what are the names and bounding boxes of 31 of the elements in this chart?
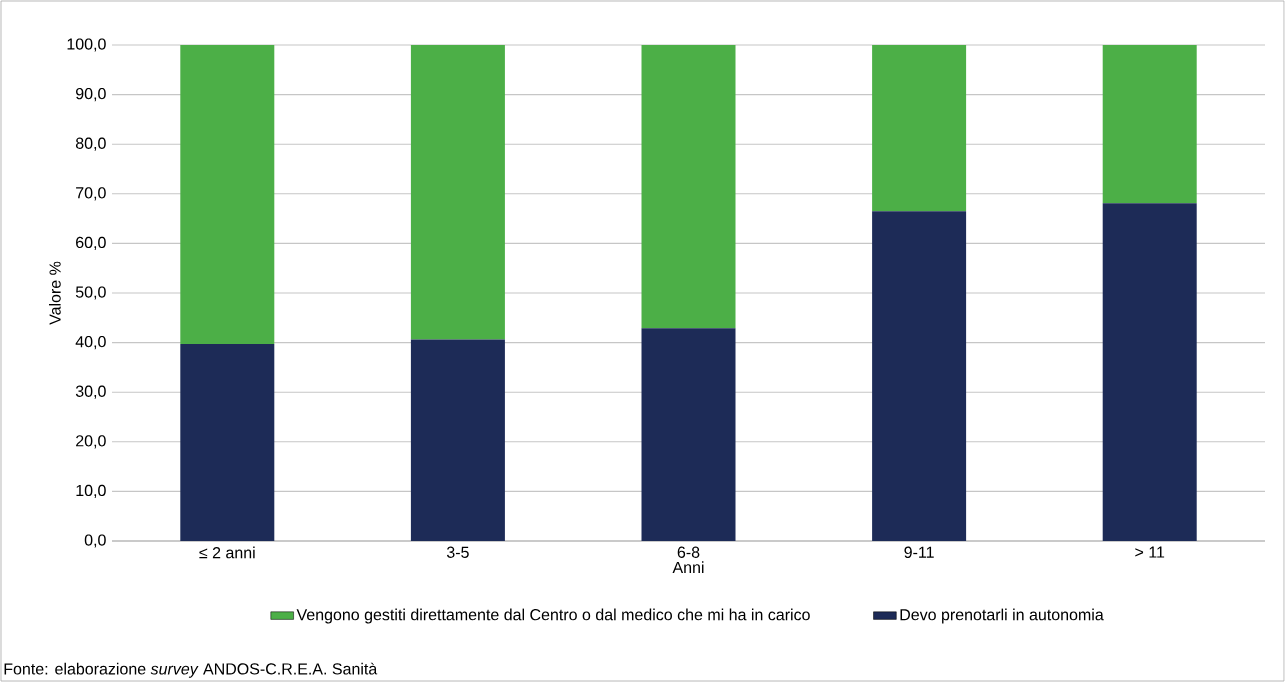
- legend-label: Vengono gestiti direttamente dal Centro o dal medico che mi ha in carico: [296, 608, 810, 624]
- bar: [1102, 45, 1197, 204]
- x-tick-label: 9-11: [904, 546, 934, 558]
- x-axis-title: Anni: [672, 561, 704, 573]
- y-tick-label: 40,0: [75, 335, 106, 350]
- y-tick-label: 50,0: [75, 286, 106, 300]
- bar: [410, 45, 505, 340]
- y-tick-label: 80,0: [75, 137, 106, 151]
- y-tick-label: 20,0: [76, 435, 106, 449]
- y-tick-label: 60,0: [76, 236, 106, 251]
- y-tick-label: 90,0: [76, 87, 106, 102]
- y-tick-label: 30,0: [75, 385, 106, 399]
- x-tick-label: ≤ 2 anni: [199, 546, 255, 559]
- bar: [641, 328, 736, 541]
- y-tick-label: 70,0: [76, 187, 106, 201]
- y-tick-label: 10,0: [76, 484, 106, 499]
- y-tick-label: 100,0: [67, 38, 106, 52]
- bar: [641, 45, 736, 329]
- source-note: Fonte: elaborazione survey ANDOS-C.R.E.A. Sanità: [4, 662, 378, 678]
- y-tick-label: 0,0: [84, 534, 106, 548]
- x-tick-label: 6-8: [677, 546, 700, 558]
- bar: [180, 45, 275, 345]
- bar: [872, 45, 967, 212]
- bar: [1102, 203, 1197, 541]
- legend-label: Devo prenotarli in autonomia: [900, 608, 1104, 624]
- x-tick-label: 3-5: [446, 546, 469, 558]
- y-axis-title: Valore %: [49, 261, 61, 325]
- bar: [180, 344, 275, 541]
- bar: [410, 339, 505, 541]
- x-tick-label: > 11: [1135, 546, 1165, 558]
- bar: [872, 211, 967, 541]
